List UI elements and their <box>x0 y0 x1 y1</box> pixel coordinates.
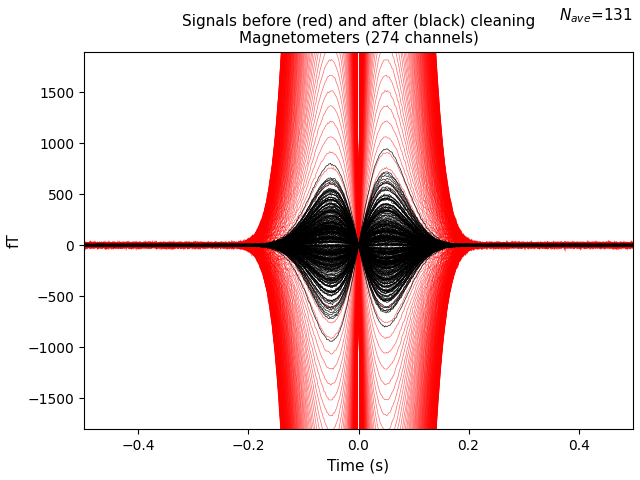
X-axis label: Time (s): Time (s) <box>328 458 390 473</box>
Y-axis label: fT: fT <box>7 233 22 248</box>
Text: $N_{ave}$=131: $N_{ave}$=131 <box>559 6 633 25</box>
Title: Signals before (red) and after (black) cleaning
Magnetometers (274 channels): Signals before (red) and after (black) c… <box>182 14 535 46</box>
